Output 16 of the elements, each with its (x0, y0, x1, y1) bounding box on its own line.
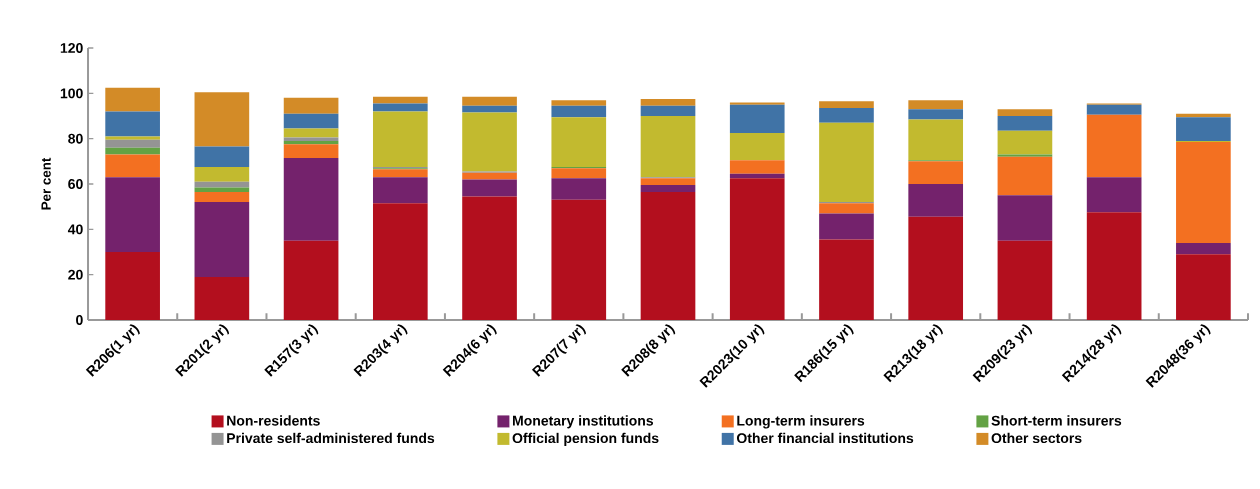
legend-label: Other sectors (991, 432, 1082, 444)
legend-label: Other financial institutions (736, 432, 914, 444)
y-tick-label: 20 (68, 269, 83, 280)
legend-label: Long-term insurers (737, 415, 865, 429)
legend-label: Non-residents (227, 415, 320, 426)
y-tick-label: 80 (68, 133, 83, 144)
y-tick-label: 60 (68, 179, 83, 189)
y-axis-title: Per cent (41, 157, 51, 210)
y-tick-label: 100 (60, 88, 83, 99)
legend-label: Official pension funds (512, 432, 659, 446)
legend-label: Short-term insurers (991, 415, 1122, 426)
y-tick-label: 0 (76, 315, 83, 325)
y-tick-label: 120 (60, 43, 83, 53)
y-tick-label: 40 (67, 224, 83, 235)
legend-label: Private self-administered funds (227, 432, 435, 444)
legend-label: Monetary institutions (513, 415, 654, 429)
